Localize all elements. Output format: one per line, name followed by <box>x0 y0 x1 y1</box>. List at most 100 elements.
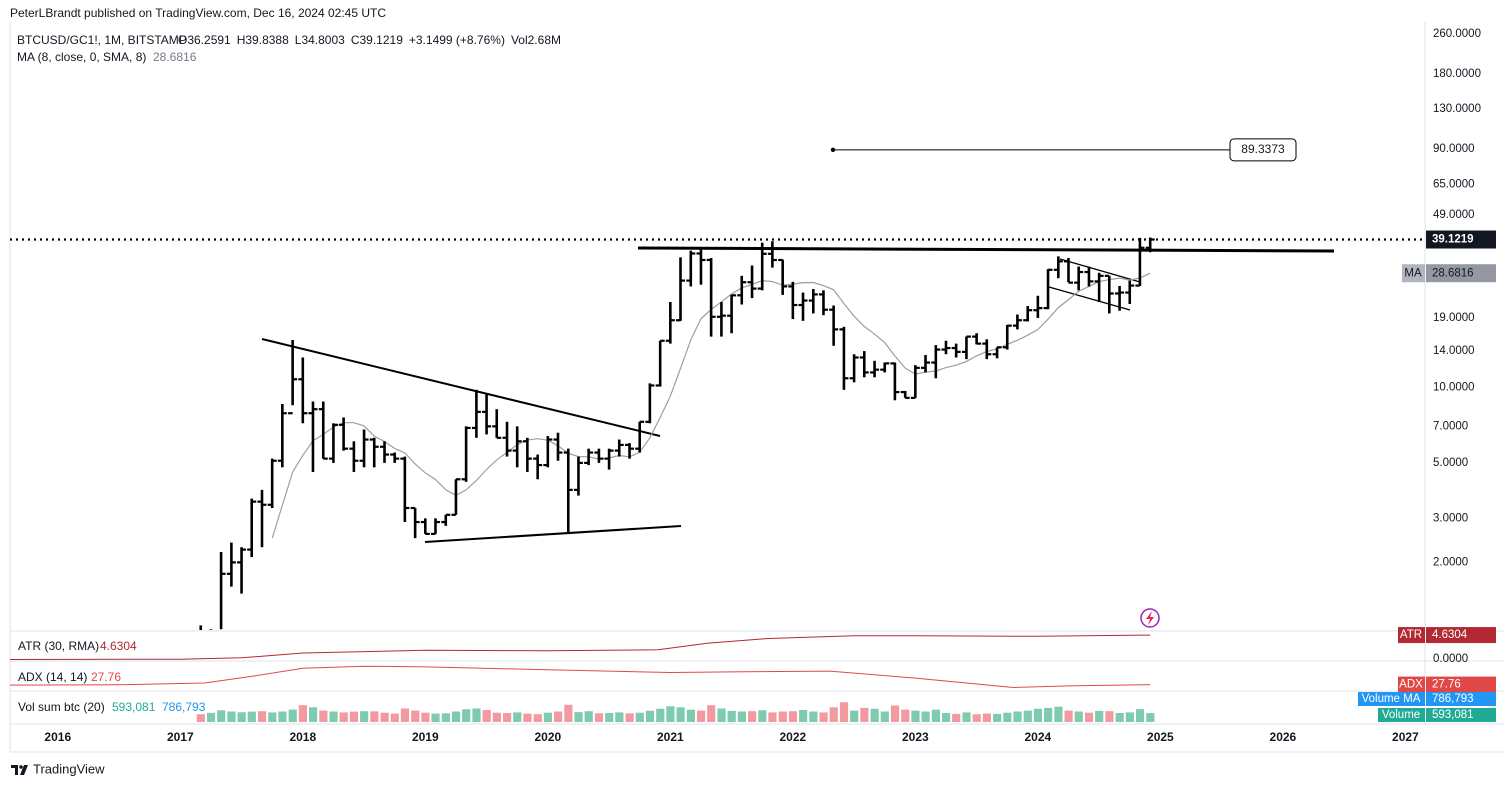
volume-bar <box>962 712 971 722</box>
volume-bar <box>594 713 604 722</box>
volume-bar <box>1054 706 1063 722</box>
volume-bar <box>1003 712 1012 722</box>
x-tick-label: 2017 <box>167 730 194 744</box>
ma-legend-value: 28.6816 <box>153 50 197 64</box>
volume-bar <box>707 705 716 722</box>
publish-header: PeterLBrandt published on TradingView.co… <box>10 6 386 20</box>
volume-bar <box>1064 710 1073 722</box>
volume-bar <box>370 711 379 722</box>
volume-bar <box>349 711 359 722</box>
volume-bar <box>533 714 542 722</box>
volume-value-label: 593,081 <box>1432 709 1474 721</box>
y-tick-label: 5.0000 <box>1433 457 1468 469</box>
volume-bar <box>737 711 746 722</box>
volume-bar <box>503 713 512 722</box>
trendline <box>424 525 682 543</box>
volume-bar <box>553 711 563 722</box>
atr-tag-box <box>1398 627 1425 644</box>
volume-bar <box>268 712 277 722</box>
volume-bar <box>748 711 757 722</box>
trendline <box>261 338 661 437</box>
volume-bar <box>1033 708 1043 722</box>
volume-ma-tag-box <box>1358 692 1425 706</box>
volume-bar <box>666 706 675 722</box>
volume-bar <box>237 712 246 722</box>
volume-bar <box>870 708 879 722</box>
volume-bar <box>411 710 420 722</box>
ohlc-legend-item: H39.8388 <box>237 33 289 47</box>
ohlc-legend-item: C39.1219 <box>351 33 403 47</box>
volume-legend-value: 593,081 <box>112 700 156 714</box>
volume-bar <box>768 712 777 722</box>
ma-legend: MA (8, close, 0, SMA, 8) <box>17 50 146 64</box>
volume-bar <box>513 712 522 722</box>
volume-bar <box>523 713 532 722</box>
alert-icon[interactable] <box>1140 608 1160 628</box>
channel-line <box>1059 258 1141 283</box>
volume-bar <box>911 710 920 722</box>
volume-bar <box>758 710 767 722</box>
volume-bar <box>1044 707 1053 722</box>
x-tick-label: 2026 <box>1270 730 1297 744</box>
volume-bar <box>1013 711 1022 722</box>
atr-tick-label: 0.0000 <box>1433 653 1468 665</box>
footer-brand: TradingView <box>33 761 105 776</box>
alert-icon-bolt[interactable] <box>1146 611 1154 625</box>
volume-bar <box>625 713 634 722</box>
atr-legend-value: 4.6304 <box>100 639 137 653</box>
volume-bar <box>1105 711 1114 722</box>
last-price-label: 39.1219 <box>1432 234 1474 246</box>
y-tick-label: 65.0000 <box>1433 178 1475 190</box>
adx-line <box>9 665 1151 689</box>
volume-bar <box>441 713 450 722</box>
volume-bar <box>319 710 328 722</box>
atr-value-label: 4.6304 <box>1432 629 1468 641</box>
x-tick-label: 2016 <box>44 730 71 744</box>
volume-bar <box>400 708 410 722</box>
volume-bar <box>941 713 951 722</box>
symbol-legend: BTCUSD/GC1!, 1M, BITSTAMP <box>17 33 187 47</box>
volume-bar <box>686 709 695 722</box>
volume-bar <box>676 707 685 722</box>
volume-bar <box>809 711 818 722</box>
x-tick-label: 2027 <box>1392 730 1419 744</box>
atr-legend: ATR (30, RMA) <box>18 639 99 653</box>
ma-tag-box <box>1402 264 1425 283</box>
y-tick-label: 14.0000 <box>1433 345 1475 357</box>
volume-value-box <box>1426 708 1496 722</box>
volume-bar <box>288 709 297 722</box>
y-tick-label: 49.0000 <box>1433 209 1475 221</box>
volume-bar <box>615 712 624 722</box>
adx-value-box <box>1426 676 1496 693</box>
adx-tag-box <box>1398 676 1425 693</box>
volume-bar <box>880 711 889 722</box>
volume-bar <box>227 711 236 722</box>
volume-bar <box>1074 711 1083 722</box>
volume-bar <box>972 714 981 722</box>
x-tick-label: 2019 <box>412 730 439 744</box>
volume-bar <box>584 711 593 722</box>
atr-line <box>9 634 1151 660</box>
price-bars <box>199 237 1155 630</box>
volume-bar <box>1135 709 1145 722</box>
volume-bar <box>901 709 910 722</box>
volume-bar <box>839 702 849 722</box>
volume-bar <box>1084 712 1094 722</box>
x-tick-label: 2022 <box>779 730 806 744</box>
volume-bar <box>1115 713 1124 722</box>
adx-legend: ADX (14, 14) <box>18 670 87 684</box>
volume-bar <box>360 711 369 722</box>
ma-value-box <box>1426 264 1496 283</box>
volume-bar <box>329 711 338 722</box>
volume-bar <box>890 705 900 722</box>
volume-bar <box>605 713 614 722</box>
volume-bar <box>431 713 440 722</box>
ma-value-label: 28.6816 <box>1432 267 1474 279</box>
adx-legend-value: 27.76 <box>91 670 121 684</box>
volume-ma-tag: Volume MA <box>1362 693 1421 705</box>
volume-bar <box>778 711 787 722</box>
volume-bar <box>574 712 583 722</box>
